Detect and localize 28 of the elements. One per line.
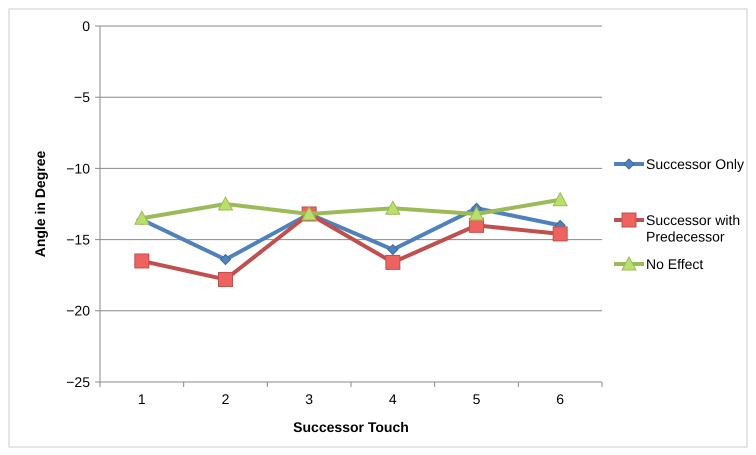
y-axis-title: Angle in Degree	[32, 150, 48, 258]
point	[218, 196, 233, 210]
x-tick-label: 2	[222, 391, 230, 407]
x-tick-label: 1	[138, 391, 146, 407]
legend-label: Successor Only	[646, 156, 744, 172]
point	[385, 254, 400, 270]
point	[385, 200, 400, 215]
y-tick-label: −5	[74, 89, 90, 106]
point	[552, 226, 568, 242]
point	[469, 206, 484, 220]
x-tick-label: 5	[472, 391, 481, 407]
point	[134, 210, 150, 225]
y-tick-label: −20	[66, 302, 90, 319]
point	[134, 253, 150, 268]
y-tick-label: 0	[82, 18, 90, 34]
y-tick-label: −10	[66, 160, 90, 176]
point	[552, 192, 568, 206]
legend-label: Successor with Predecessor	[646, 212, 740, 245]
y-tick-label: −25	[66, 374, 90, 390]
point	[218, 272, 233, 287]
x-axis-title: Successor Touch	[293, 419, 409, 435]
point	[220, 254, 231, 266]
x-tick-label: 3	[305, 391, 314, 407]
y-tick-label: −15	[66, 232, 90, 248]
legend-label: No Effect	[646, 256, 704, 272]
point	[387, 244, 398, 256]
x-tick-label: 6	[556, 391, 564, 407]
x-tick-label: 4	[388, 391, 397, 407]
